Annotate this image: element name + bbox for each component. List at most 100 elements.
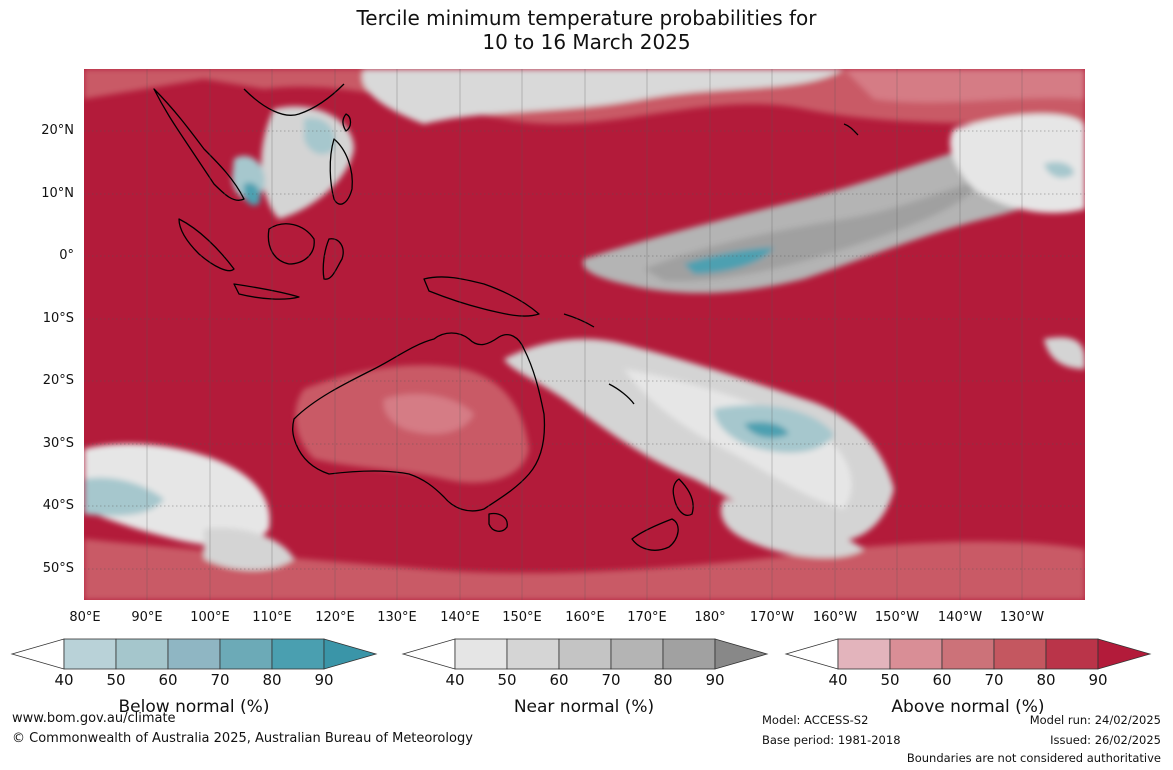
colorbar-above-title: Above normal (%)	[891, 697, 1045, 717]
gridlines	[84, 130, 1085, 570]
colorbar-above-tick: 60	[932, 671, 952, 689]
colorbar-below-segment-2	[115, 638, 169, 670]
colorbar-below-tick: 80	[262, 671, 282, 689]
china-coast-outline	[243, 83, 345, 116]
colorbar-near-normal	[401, 638, 769, 670]
lon-label-110e: 110°E	[252, 610, 292, 625]
lon-label-130w: 130°W	[999, 610, 1045, 625]
colorbar-near-tick: 90	[705, 671, 725, 689]
colorbar-near-tick: 40	[445, 671, 465, 689]
tasman-grey-patch	[720, 499, 864, 558]
colorbar-below-segment-1	[63, 638, 117, 670]
lon-label-80e: 80°E	[69, 610, 101, 625]
asia-blue-patch-1	[304, 118, 335, 155]
australia-outline	[292, 332, 546, 512]
colorbar-below-tick: 40	[54, 671, 74, 689]
colorbar-above-segment-3	[941, 638, 995, 670]
colorbar-near-segment-4	[610, 638, 664, 670]
east-light-area	[1044, 337, 1085, 369]
lon-label-150e: 150°E	[502, 610, 542, 625]
colorbar-below-segment-4	[219, 638, 273, 670]
lon-label-140e: 140°E	[440, 610, 480, 625]
footer-model: Model: ACCESS-S2	[762, 713, 869, 727]
colorbar-below-segment-5	[271, 638, 325, 670]
colorbar-near-segment-6	[714, 638, 769, 670]
colorbar-above-tick: 40	[828, 671, 848, 689]
sumatra-outline	[178, 218, 235, 272]
lon-label-90e: 90°E	[131, 610, 163, 625]
lat-label-50s: 50°S	[42, 561, 74, 576]
colorbar-below-tick: 90	[314, 671, 334, 689]
colorbar-above-tick: 50	[880, 671, 900, 689]
colorbar-below-segment-0	[10, 638, 65, 670]
colorbar-below-title: Below normal (%)	[118, 697, 270, 717]
philippines-outline	[329, 138, 353, 205]
colorbar-above-tick: 90	[1088, 671, 1108, 689]
footer-url: www.bom.gov.au/climate	[12, 711, 176, 726]
lon-label-150w: 150°W	[874, 610, 920, 625]
southeast-asia-mainland-outline	[153, 88, 245, 201]
title-line-1: Tercile minimum temperature probabilitie…	[356, 6, 817, 30]
sw-indian-blue	[84, 477, 164, 516]
sulawesi-outline	[322, 238, 344, 280]
colorbar-above-segment-4	[993, 638, 1047, 670]
new-zealand-north-outline	[672, 478, 694, 516]
spcz-grey-band	[504, 339, 894, 542]
footer-boundaries-note: Boundaries are not considered authoritat…	[906, 751, 1161, 765]
lat-label-40s: 40°S	[42, 498, 74, 513]
south-grey-patch	[204, 528, 294, 571]
lon-label-170e: 170°E	[627, 610, 667, 625]
lon-label-120e: 120°E	[315, 610, 355, 625]
colorbar-near-segment-0	[401, 638, 456, 670]
map-svg	[84, 69, 1085, 600]
probability-map	[84, 69, 1085, 600]
colorbar-near-segment-2	[506, 638, 560, 670]
ne-pacific-blue	[1044, 162, 1074, 178]
lon-label-160w: 160°W	[812, 610, 858, 625]
lon-label-170w: 170°W	[749, 610, 795, 625]
taiwan-outline	[342, 113, 352, 132]
equatorial-blue	[684, 247, 774, 274]
colorbar-near-segment-5	[662, 638, 716, 670]
lat-label-20n: 20°N	[41, 123, 74, 138]
colorbar-near-tick: 70	[601, 671, 621, 689]
lat-label-10s: 10°S	[42, 311, 74, 326]
asia-blue-core	[243, 182, 261, 206]
colorbar-near-title: Near normal (%)	[513, 697, 655, 717]
colorbar-above-segment-1	[837, 638, 891, 670]
hawaii-outline	[843, 123, 859, 136]
new-caledonia-outline	[608, 383, 635, 405]
java-outline	[233, 283, 300, 300]
footer-issued: Issued: 26/02/2025	[1050, 733, 1161, 747]
footer-base-period: Base period: 1981-2018	[762, 733, 901, 747]
colorbar-above-tick: 70	[984, 671, 1004, 689]
north-band-pink	[844, 69, 1085, 103]
lat-label-0: 0°	[59, 248, 74, 263]
colorbar-below-normal	[10, 638, 378, 670]
gridlines-lon	[146, 69, 1023, 600]
colorbar-above-tick: 80	[1036, 671, 1056, 689]
colorbar-above-segment-2	[889, 638, 943, 670]
lon-label-140w: 140°W	[937, 610, 983, 625]
lon-label-180: 180°	[694, 610, 726, 625]
australia-pink	[383, 394, 474, 434]
title-line-2: 10 to 16 March 2025	[482, 30, 691, 54]
footer-copyright: © Commonwealth of Australia 2025, Austra…	[12, 731, 473, 746]
colorbar-near-segment-1	[454, 638, 508, 670]
colorbar-near-tick: 80	[653, 671, 673, 689]
north-band-grey	[362, 69, 844, 124]
footer-model-run: Model run: 24/02/2025	[1029, 713, 1161, 727]
lat-label-10n: 10°N	[41, 186, 74, 201]
colorbar-above-normal	[784, 638, 1152, 670]
colorbar-below-segment-6	[323, 638, 378, 670]
colorbar-near-tick: 50	[497, 671, 517, 689]
lat-label-30s: 30°S	[42, 436, 74, 451]
colorbar-below-tick: 50	[106, 671, 126, 689]
land-outlines	[153, 83, 859, 551]
colorbar-below-segment-3	[167, 638, 221, 670]
lat-label-20s: 20°S	[42, 373, 74, 388]
colorbar-near-segment-3	[558, 638, 612, 670]
chart-title: Tercile minimum temperature probabilitie…	[0, 6, 1173, 54]
spcz-dark-blue	[744, 422, 789, 438]
tasmania-outline	[488, 512, 508, 532]
